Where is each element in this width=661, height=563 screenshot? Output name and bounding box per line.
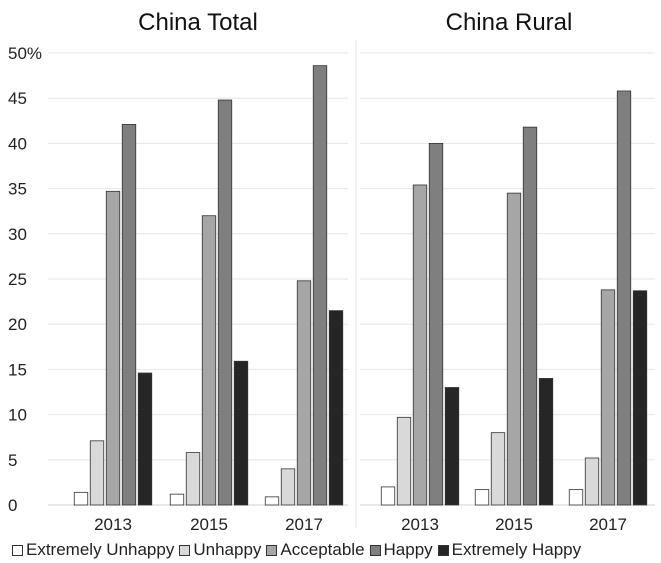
y-tick-label: 50% <box>8 44 42 63</box>
y-tick-label: 25 <box>8 270 27 289</box>
panel-title-china-rural: China Rural <box>446 9 573 36</box>
y-tick-label: 15 <box>8 360 27 379</box>
x-tick-label: 2013 <box>94 515 132 534</box>
y-axis-ticks: 0 5 10 15 20 25 30 35 40 45 50% <box>8 44 42 515</box>
bar-unhappy-2015 <box>490 432 506 506</box>
bar-happy-2015 <box>217 99 233 506</box>
bar-happy-2017 <box>616 90 632 506</box>
x-tick-label: 2017 <box>285 515 323 534</box>
y-tick-label: 5 <box>8 451 17 470</box>
bar-unhappy-2013 <box>396 416 412 506</box>
legend-label-extremely-unhappy: Extremely Unhappy <box>26 540 175 559</box>
bar-unhappy-2017 <box>280 468 296 506</box>
bar-happy-2013 <box>121 124 137 506</box>
bar-extremely-unhappy-2013 <box>73 491 89 506</box>
legend-label-unhappy: Unhappy <box>193 540 262 559</box>
bar-extremely-happy-2017 <box>632 290 648 506</box>
bar-acceptable-2015 <box>201 215 217 506</box>
legend-label-happy: Happy <box>383 540 433 559</box>
bar-happy-2013 <box>428 142 444 506</box>
legend-swatch-extremely-happy <box>437 544 449 556</box>
legend-swatch-extremely-unhappy <box>12 544 23 556</box>
bar-extremely-unhappy-2017 <box>264 496 280 506</box>
bar-extremely-unhappy-2015 <box>169 493 185 506</box>
y-tick-label: 0 <box>8 496 17 515</box>
y-tick-label: 20 <box>8 315 27 334</box>
legend-item-unhappy: Unhappy <box>179 540 261 560</box>
bar-extremely-unhappy-2015 <box>474 489 490 506</box>
legend-item-extremely-unhappy: Extremely Unhappy <box>12 540 174 560</box>
bar-acceptable-2015 <box>506 192 522 506</box>
bar-extremely-happy-2013 <box>444 387 460 506</box>
bar-extremely-happy-2015 <box>538 378 554 506</box>
legend-swatch-happy <box>369 544 381 556</box>
panel-china-rural: China Rural 2013 2015 2017 <box>360 9 655 534</box>
bar-unhappy-2013 <box>89 440 105 506</box>
legend-swatch-unhappy <box>179 544 191 556</box>
bar-acceptable-2013 <box>105 190 121 506</box>
legend-item-acceptable: Acceptable <box>266 540 365 560</box>
bar-happy-2017 <box>312 65 328 506</box>
bar-unhappy-2017 <box>584 457 600 506</box>
bar-extremely-happy-2017 <box>328 310 344 506</box>
x-tick-label: 2015 <box>190 515 228 534</box>
bar-acceptable-2017 <box>600 289 616 506</box>
bar-extremely-unhappy-2017 <box>568 489 584 506</box>
y-tick-label: 30 <box>8 225 27 244</box>
legend-label-extremely-happy: Extremely Happy <box>451 540 582 559</box>
y-tick-label: 40 <box>8 134 27 153</box>
legend-item-extremely-happy: Extremely Happy <box>437 540 582 560</box>
bar-extremely-happy-2015 <box>233 360 249 506</box>
y-tick-label: 10 <box>8 406 27 425</box>
x-tick-label: 2013 <box>401 515 439 534</box>
bars <box>380 90 648 506</box>
panel-title-china-total: China Total <box>138 9 258 36</box>
legend: Extremely Unhappy Unhappy Acceptable Hap… <box>12 538 661 562</box>
y-tick-label: 45 <box>8 89 27 108</box>
bar-unhappy-2015 <box>185 452 201 506</box>
bar-acceptable-2017 <box>296 280 312 506</box>
y-tick-label: 35 <box>8 180 27 199</box>
legend-item-happy: Happy <box>369 540 433 560</box>
bars <box>73 65 344 506</box>
bar-acceptable-2013 <box>412 184 428 506</box>
legend-label-acceptable: Acceptable <box>280 540 365 559</box>
x-axis-ticks: 2013 2015 2017 <box>401 515 627 534</box>
legend-swatch-acceptable <box>266 544 278 556</box>
x-axis-ticks: 2013 2015 2017 <box>94 515 323 534</box>
bar-extremely-happy-2013 <box>137 372 153 506</box>
bar-extremely-unhappy-2013 <box>380 486 396 506</box>
bar-happy-2015 <box>522 126 538 506</box>
x-tick-label: 2017 <box>589 515 627 534</box>
x-tick-label: 2015 <box>495 515 533 534</box>
